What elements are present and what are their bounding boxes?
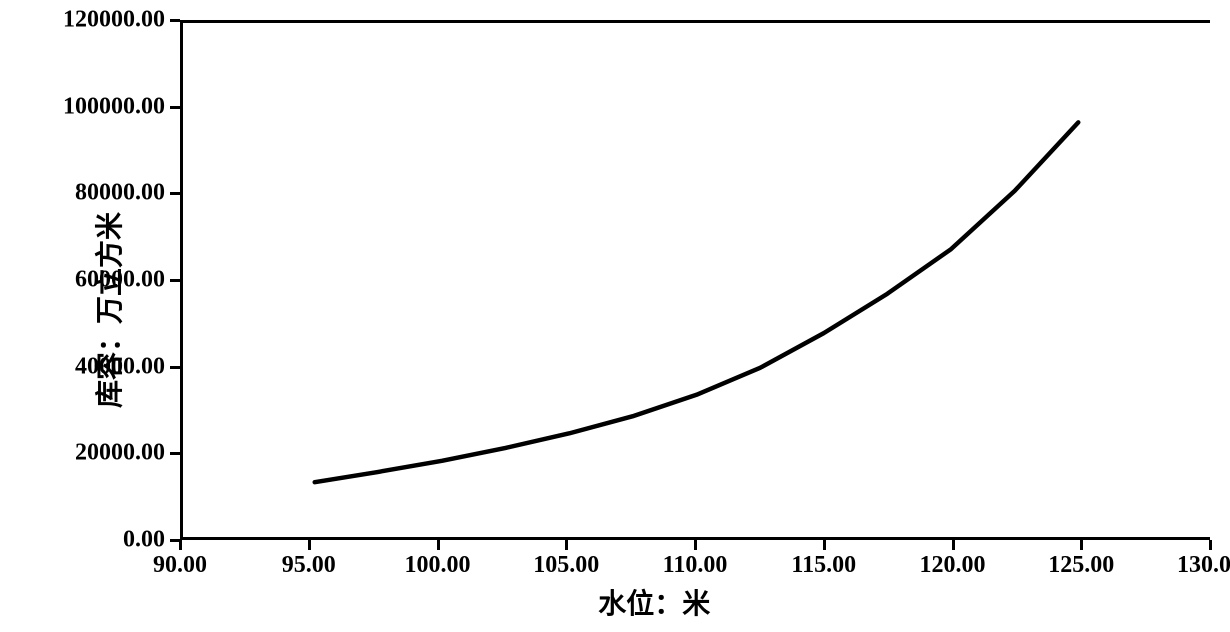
x-tick-mark xyxy=(437,540,440,550)
plot-area xyxy=(180,20,1210,540)
x-tick-label: 100.00 xyxy=(405,552,471,579)
y-tick-mark xyxy=(170,192,180,195)
y-tick-label: 20000.00 xyxy=(25,440,165,467)
y-tick-label: 120000.00 xyxy=(25,7,165,34)
y-tick-mark xyxy=(170,452,180,455)
y-tick-label: 40000.00 xyxy=(25,353,165,380)
x-tick-mark xyxy=(1209,540,1212,550)
x-tick-label: 120.00 xyxy=(920,552,986,579)
y-tick-label: 100000.00 xyxy=(25,93,165,120)
x-tick-label: 125.00 xyxy=(1048,552,1114,579)
x-tick-label: 115.00 xyxy=(791,552,856,579)
x-tick-label: 105.00 xyxy=(533,552,599,579)
x-axis-title: 水位：米 xyxy=(598,582,710,622)
x-tick-mark xyxy=(823,540,826,550)
x-tick-mark xyxy=(694,540,697,550)
x-tick-label: 90.00 xyxy=(153,552,207,579)
x-tick-mark xyxy=(308,540,311,550)
x-tick-mark xyxy=(1080,540,1083,550)
x-tick-label: 95.00 xyxy=(282,552,336,579)
y-tick-mark xyxy=(170,366,180,369)
x-tick-label: 130.00 xyxy=(1177,552,1230,579)
x-tick-mark xyxy=(179,540,182,550)
y-tick-label: 60000.00 xyxy=(25,267,165,294)
chart-container: 库容：万立方米 水位：米 0.0020000.0040000.0060000.0… xyxy=(0,0,1230,632)
y-tick-mark xyxy=(170,279,180,282)
data-line xyxy=(183,23,1210,537)
y-tick-label: 0.00 xyxy=(25,527,165,554)
x-tick-mark xyxy=(952,540,955,550)
y-tick-mark xyxy=(170,106,180,109)
y-tick-label: 80000.00 xyxy=(25,180,165,207)
x-tick-label: 110.00 xyxy=(663,552,728,579)
series-line xyxy=(315,122,1079,482)
y-tick-mark xyxy=(170,19,180,22)
x-tick-mark xyxy=(565,540,568,550)
